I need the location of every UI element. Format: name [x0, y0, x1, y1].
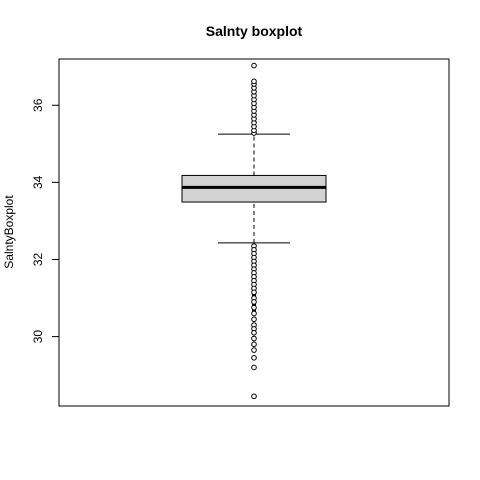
- outlier-point-low-21: [251, 335, 257, 342]
- outlier-point-low-16: [251, 310, 257, 317]
- y-tick-label-36: 36: [31, 98, 45, 112]
- outlier-point-low-14: [251, 299, 257, 305]
- outlier-point-low-24: [251, 355, 257, 361]
- y-tick-label-30: 30: [31, 330, 45, 344]
- boxplot-marks: [181, 62, 327, 400]
- y-tick-label-34: 34: [31, 175, 45, 189]
- outlier-point-low-22: [251, 341, 257, 348]
- outlier-point-low-25: [251, 364, 257, 371]
- outlier-point-low-17: [251, 316, 257, 323]
- outlier-point-low-15: [251, 304, 257, 311]
- y-tick-label-32: 32: [31, 252, 45, 266]
- outlier-point-high-14: [251, 78, 257, 85]
- outlier-point-low-12: [251, 289, 257, 296]
- outlier-point-low-26: [251, 393, 257, 400]
- outlier-point-low-23: [251, 347, 257, 353]
- y-axis-label: SalntyBoxplot: [2, 195, 16, 269]
- outlier-point-low-20: [251, 329, 257, 336]
- outlier-point-high-15: [251, 62, 257, 69]
- chart-title: Salnty boxplot: [206, 23, 303, 39]
- y-axis: 30 32 34 36: [31, 98, 60, 344]
